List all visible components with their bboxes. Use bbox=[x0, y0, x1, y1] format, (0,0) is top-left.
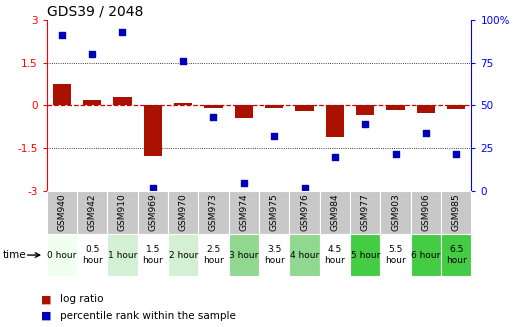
Text: 2.5
hour: 2.5 hour bbox=[203, 245, 224, 265]
Bar bbox=[198, 234, 228, 276]
Text: GSM906: GSM906 bbox=[421, 194, 430, 232]
Bar bbox=[411, 234, 441, 276]
Bar bbox=[356, 105, 375, 115]
Bar bbox=[174, 103, 192, 105]
Text: GSM984: GSM984 bbox=[330, 194, 339, 232]
Bar bbox=[290, 234, 320, 276]
Text: time: time bbox=[3, 250, 26, 260]
Text: GSM977: GSM977 bbox=[361, 194, 370, 232]
Text: GSM940: GSM940 bbox=[57, 194, 66, 232]
Text: GSM969: GSM969 bbox=[148, 194, 157, 232]
Text: 4 hour: 4 hour bbox=[290, 250, 319, 260]
Text: 6 hour: 6 hour bbox=[411, 250, 440, 260]
Point bbox=[88, 51, 96, 57]
Bar bbox=[198, 191, 228, 234]
Bar bbox=[53, 84, 71, 105]
Bar bbox=[47, 234, 77, 276]
Bar bbox=[77, 191, 107, 234]
Bar bbox=[350, 234, 380, 276]
Text: percentile rank within the sample: percentile rank within the sample bbox=[60, 311, 236, 320]
Bar bbox=[168, 191, 198, 234]
Text: GSM976: GSM976 bbox=[300, 194, 309, 232]
Bar bbox=[380, 234, 411, 276]
Point bbox=[57, 32, 66, 38]
Bar bbox=[205, 105, 223, 108]
Point bbox=[149, 185, 157, 190]
Bar bbox=[107, 234, 138, 276]
Text: ■: ■ bbox=[41, 294, 52, 304]
Text: 1 hour: 1 hour bbox=[108, 250, 137, 260]
Text: 5 hour: 5 hour bbox=[351, 250, 380, 260]
Text: 0 hour: 0 hour bbox=[47, 250, 77, 260]
Text: GSM974: GSM974 bbox=[239, 194, 248, 232]
Bar bbox=[107, 191, 138, 234]
Point bbox=[330, 154, 339, 160]
Bar bbox=[320, 234, 350, 276]
Text: 3 hour: 3 hour bbox=[229, 250, 258, 260]
Point bbox=[209, 115, 218, 120]
Bar bbox=[295, 105, 313, 111]
Text: GDS39 / 2048: GDS39 / 2048 bbox=[47, 5, 143, 18]
Text: 2 hour: 2 hour bbox=[168, 250, 198, 260]
Text: GSM903: GSM903 bbox=[391, 194, 400, 232]
Bar bbox=[380, 191, 411, 234]
Text: GSM985: GSM985 bbox=[452, 194, 461, 232]
Text: 4.5
hour: 4.5 hour bbox=[324, 245, 345, 265]
Text: log ratio: log ratio bbox=[60, 294, 103, 304]
Text: GSM970: GSM970 bbox=[179, 194, 188, 232]
Bar bbox=[265, 105, 283, 108]
Bar bbox=[290, 191, 320, 234]
Bar bbox=[447, 105, 465, 109]
Point bbox=[179, 58, 188, 63]
Bar bbox=[320, 191, 350, 234]
Bar bbox=[259, 191, 290, 234]
Bar bbox=[417, 105, 435, 113]
Bar bbox=[411, 191, 441, 234]
Text: GSM973: GSM973 bbox=[209, 194, 218, 232]
Bar bbox=[350, 191, 380, 234]
Point bbox=[422, 130, 430, 135]
Point bbox=[118, 29, 126, 34]
Text: 0.5
hour: 0.5 hour bbox=[82, 245, 103, 265]
Bar bbox=[77, 234, 107, 276]
Point bbox=[392, 151, 400, 156]
Text: ■: ■ bbox=[41, 311, 52, 320]
Text: 1.5
hour: 1.5 hour bbox=[142, 245, 163, 265]
Bar bbox=[441, 191, 471, 234]
Bar bbox=[441, 234, 471, 276]
Bar bbox=[138, 234, 168, 276]
Bar bbox=[259, 234, 290, 276]
Bar bbox=[228, 191, 259, 234]
Bar bbox=[113, 97, 132, 105]
Bar bbox=[143, 105, 162, 156]
Point bbox=[300, 185, 309, 190]
Bar bbox=[386, 105, 405, 110]
Point bbox=[240, 180, 248, 185]
Bar bbox=[228, 234, 259, 276]
Bar bbox=[83, 100, 101, 105]
Bar bbox=[326, 105, 344, 137]
Bar bbox=[235, 105, 253, 118]
Text: GSM942: GSM942 bbox=[88, 194, 97, 231]
Bar bbox=[168, 234, 198, 276]
Text: 3.5
hour: 3.5 hour bbox=[264, 245, 284, 265]
Point bbox=[452, 151, 461, 156]
Text: GSM910: GSM910 bbox=[118, 194, 127, 232]
Text: 5.5
hour: 5.5 hour bbox=[385, 245, 406, 265]
Bar bbox=[138, 191, 168, 234]
Text: GSM975: GSM975 bbox=[270, 194, 279, 232]
Bar bbox=[47, 191, 77, 234]
Point bbox=[361, 122, 369, 127]
Text: 6.5
hour: 6.5 hour bbox=[446, 245, 467, 265]
Point bbox=[270, 134, 278, 139]
